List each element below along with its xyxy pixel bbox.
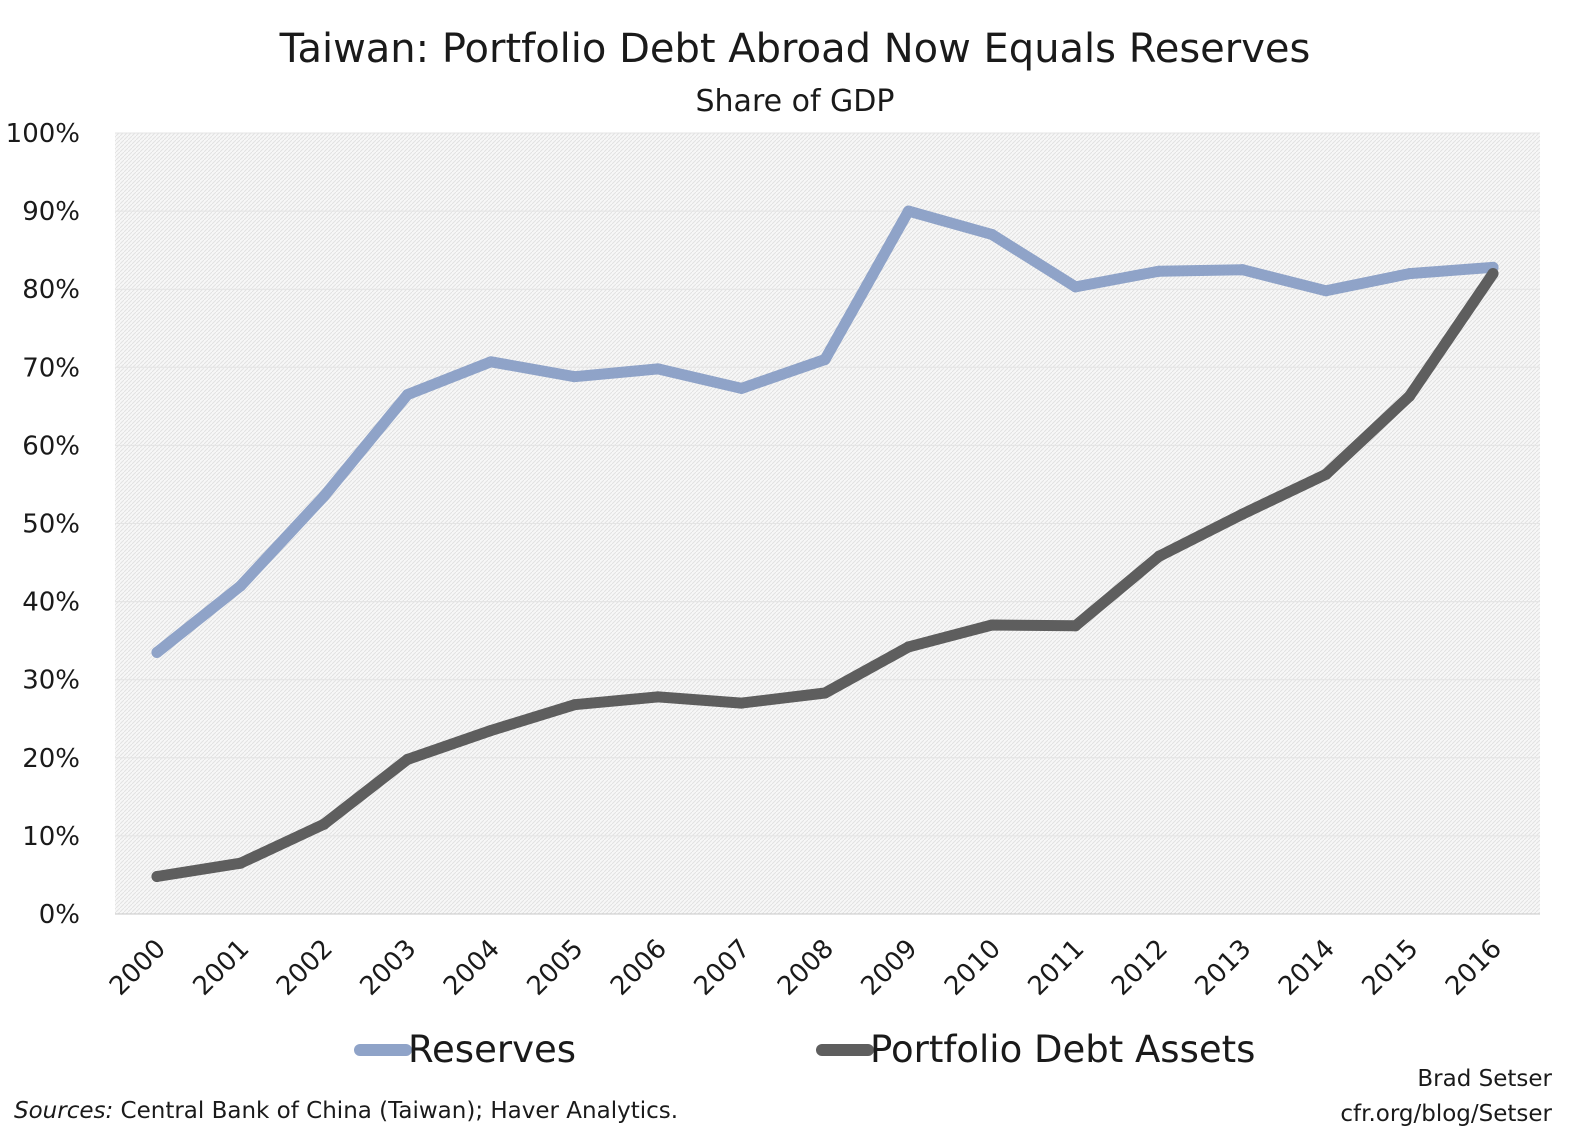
legend-label-portfolio-debt: Portfolio Debt Assets (870, 1028, 1255, 1071)
x-tick-label: 2005 (521, 934, 589, 1002)
y-tick-label: 0% (39, 900, 80, 930)
y-tick-label: 40% (22, 588, 80, 618)
y-tick-label: 20% (22, 744, 80, 774)
data-point (736, 697, 747, 709)
data-point (1237, 508, 1248, 520)
data-point (819, 687, 831, 699)
y-tick-label: 100% (6, 119, 80, 149)
series-lines (151, 205, 1499, 883)
data-point (485, 356, 497, 368)
legend: Reserves Portfolio Debt Assets (354, 1028, 1255, 1071)
x-tick-label: 2003 (354, 934, 422, 1002)
data-point (402, 753, 413, 765)
data-point (151, 871, 163, 883)
data-point (986, 229, 998, 241)
author-url: cfr.org/blog/Setser (1340, 1101, 1552, 1127)
x-tick-label: 2006 (605, 934, 673, 1002)
data-point (903, 641, 914, 653)
x-tick-label: 2016 (1440, 934, 1508, 1002)
x-tick-label: 2004 (438, 934, 506, 1002)
x-tick-label: 2015 (1356, 934, 1424, 1002)
x-tick-label: 2010 (939, 934, 1007, 1002)
x-axis: 2000 2001 2002 2003 2004 2005 2006 2007 2008 2009… (104, 934, 1508, 1002)
data-point (402, 389, 413, 401)
y-tick-label: 50% (22, 510, 80, 540)
x-tick-label: 2012 (1106, 934, 1174, 1002)
data-point (1487, 268, 1499, 280)
x-tick-label: 2009 (855, 934, 923, 1002)
y-tick-label: 90% (22, 197, 80, 227)
data-point (235, 580, 246, 592)
y-tick-label: 80% (22, 275, 80, 305)
gridlines (115, 132, 1540, 915)
data-point (819, 353, 831, 365)
data-point (736, 382, 747, 394)
data-point (1237, 264, 1248, 276)
data-point (1320, 468, 1332, 480)
data-point (569, 699, 580, 711)
data-point (652, 363, 664, 375)
author-name: Brad Setser (1417, 1066, 1552, 1092)
y-tick-label: 60% (22, 431, 80, 461)
data-point (1153, 550, 1165, 562)
x-tick-label: 2011 (1022, 934, 1090, 1002)
sources-note: Sources: Central Bank of China (Taiwan);… (14, 1098, 678, 1124)
data-point (1404, 390, 1415, 402)
x-tick-label: 2002 (271, 934, 339, 1002)
x-tick-label: 2007 (688, 934, 756, 1002)
x-tick-label: 2008 (772, 934, 840, 1002)
data-point (1320, 285, 1332, 297)
x-tick-label: 2013 (1189, 934, 1257, 1002)
sources-label: Sources: (14, 1098, 113, 1124)
y-tick-label: 30% (22, 666, 80, 696)
legend-label-reserves: Reserves (408, 1028, 576, 1071)
data-point (569, 371, 580, 383)
y-axis: 0% 10% 20% 30% 40% 50% 60% 70% 80% 90% 100% (6, 119, 80, 930)
data-point (1070, 620, 1081, 632)
x-tick-label: 2014 (1273, 934, 1341, 1002)
data-point (986, 619, 998, 631)
data-point (318, 818, 330, 830)
data-point (235, 857, 246, 869)
sources-text: Central Bank of China (Taiwan); Haver An… (113, 1098, 678, 1124)
data-point (903, 205, 914, 217)
data-point (652, 691, 664, 703)
chart-subtitle: Share of GDP (696, 84, 895, 119)
y-tick-label: 70% (22, 353, 80, 383)
chart-title: Taiwan: Portfolio Debt Abroad Now Equals… (279, 26, 1311, 72)
data-point (318, 490, 330, 502)
data-point (151, 646, 163, 658)
y-tick-label: 10% (22, 822, 80, 852)
data-point (1153, 265, 1165, 277)
x-tick-label: 2001 (187, 934, 255, 1002)
data-point (485, 724, 497, 736)
data-point (1404, 268, 1415, 280)
x-tick-label: 2000 (104, 934, 172, 1002)
data-point (1070, 281, 1081, 293)
